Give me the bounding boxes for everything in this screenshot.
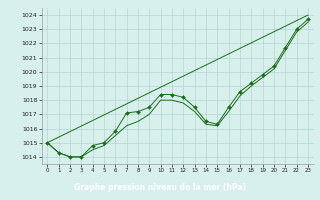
Text: Graphe pression niveau de la mer (hPa): Graphe pression niveau de la mer (hPa) [74, 182, 246, 192]
